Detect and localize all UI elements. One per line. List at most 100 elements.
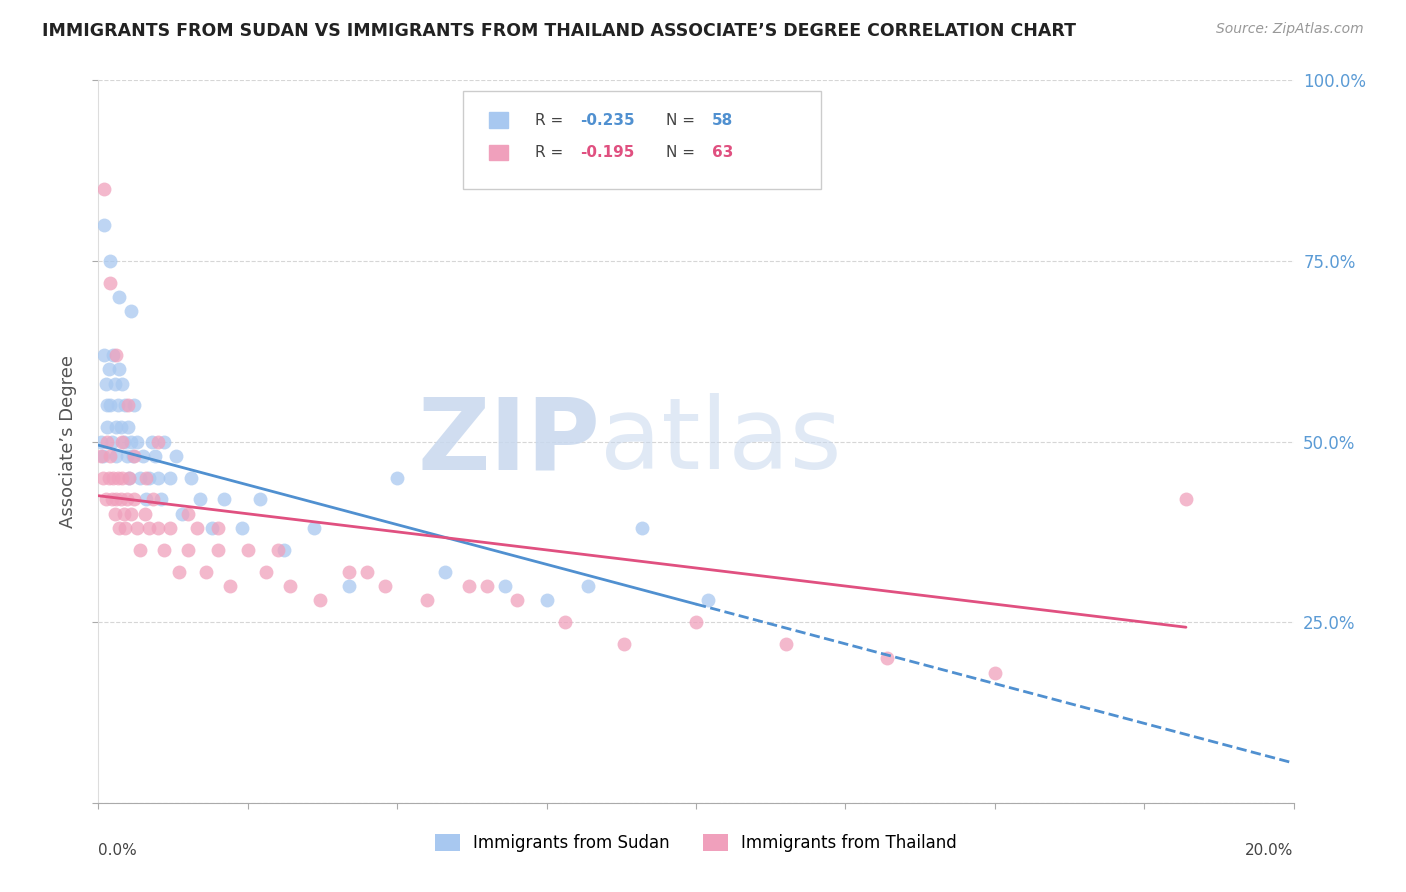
Point [98,470,121,484]
Point [984,665,1007,680]
Point [148,470,170,484]
Point [118,470,141,484]
Point [91,470,114,484]
Point [98,276,122,290]
Point [108,290,131,304]
Point [186,521,208,535]
Point [207,521,229,535]
Point [120,434,142,449]
Point [103,348,125,362]
Point [115,492,138,507]
Text: R =: R = [534,112,568,128]
Point [115,449,138,463]
Point [308,593,330,607]
Point [134,507,156,521]
Text: Source: ZipAtlas.com: Source: ZipAtlas.com [1216,22,1364,37]
Point [105,420,128,434]
Point [775,637,797,651]
Point [91,449,114,463]
Point [98,362,121,376]
Point [124,398,146,412]
Legend: Immigrants from Sudan, Immigrants from Thailand: Immigrants from Sudan, Immigrants from T… [434,834,957,852]
Point [129,470,152,484]
Point [876,651,898,665]
Point [127,521,149,535]
Point [90,449,112,463]
Point [120,507,142,521]
Point [96,398,118,412]
Point [153,542,176,557]
Point [117,398,139,412]
Point [122,449,145,463]
Point [100,492,122,507]
Point [107,470,129,484]
Point [104,376,127,391]
Point [278,579,301,593]
Point [554,615,576,630]
Point [434,565,457,579]
Point [339,565,361,579]
Point [697,593,720,607]
Text: 0.0%: 0.0% [98,843,138,857]
Point [142,492,165,507]
Point [177,542,200,557]
Text: N =: N = [666,145,700,160]
Point [172,507,194,521]
Point [127,434,149,449]
Point [98,449,122,463]
Point [105,492,128,507]
Point [138,521,160,535]
Point [141,434,163,449]
Point [273,542,295,557]
Point [112,434,135,449]
Point [117,420,139,434]
Point [135,470,157,484]
Point [167,565,190,579]
Point [129,542,152,557]
Point [150,492,173,507]
Point [631,521,654,535]
Point [153,434,176,449]
Point [1175,492,1198,507]
Point [267,542,290,557]
Point [93,218,115,232]
Text: 63: 63 [711,145,733,160]
Point [416,593,439,607]
Point [96,434,118,449]
Point [124,492,146,507]
Point [231,521,253,535]
Point [148,521,170,535]
Point [458,579,481,593]
Point [339,579,361,593]
Point [494,579,516,593]
Text: N =: N = [666,112,700,128]
Point [103,470,125,484]
Point [108,521,131,535]
Point [475,579,498,593]
Point [159,470,181,484]
Point [219,579,242,593]
Point [93,348,115,362]
Point [236,542,259,557]
Point [105,449,128,463]
Text: 58: 58 [711,112,733,128]
Point [385,470,409,484]
Point [111,434,134,449]
Point [188,492,211,507]
Point [165,449,187,463]
Point [685,615,707,630]
Point [124,449,146,463]
Point [110,420,132,434]
Text: atlas: atlas [600,393,842,490]
Point [143,449,166,463]
Text: R =: R = [534,145,568,160]
Point [132,449,155,463]
Point [110,492,132,507]
Point [249,492,271,507]
Point [114,398,136,412]
Point [159,521,181,535]
Point [212,492,235,507]
FancyBboxPatch shape [463,91,821,189]
Bar [489,145,508,161]
Point [114,521,136,535]
